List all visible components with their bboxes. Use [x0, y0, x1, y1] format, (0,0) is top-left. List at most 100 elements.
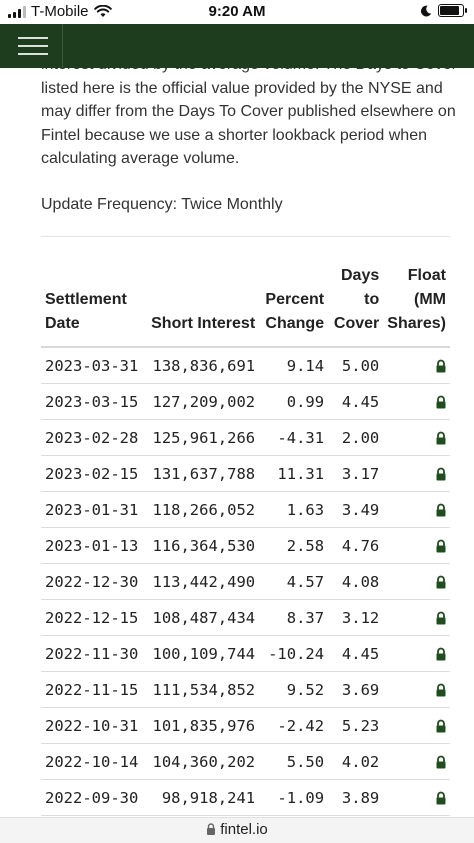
short-interest-cell: 98,918,241 [146, 779, 260, 816]
short-interest-cell: 104,360,202 [146, 743, 260, 780]
float-cell[interactable] [383, 779, 450, 816]
lock-icon[interactable] [434, 539, 448, 553]
table-header-row: Settlement Date Short Interest Percent C… [41, 264, 450, 348]
percent-change-cell: 0.99 [259, 383, 329, 420]
settlement-date-cell: 2022-11-15 [41, 671, 147, 708]
percent-change-cell: -2.42 [259, 707, 329, 744]
header-short-interest: Short Interest [146, 264, 260, 348]
moon-icon [420, 5, 432, 16]
settlement-date-cell: 2023-02-28 [41, 419, 147, 456]
settlement-date-cell: 2023-03-31 [41, 347, 147, 384]
table-row: 2022-12-15 108,487,434 8.37 3.12 [41, 599, 450, 636]
float-cell[interactable] [383, 347, 450, 384]
settlement-date-cell: 2022-10-14 [41, 743, 147, 780]
table-row: 2022-12-30 113,442,490 4.57 4.08 [41, 563, 450, 600]
days-to-cover-cell: 4.02 [328, 743, 384, 780]
days-to-cover-cell: 4.76 [328, 527, 384, 564]
short-interest-cell: 125,961,266 [146, 419, 260, 456]
float-cell[interactable] [383, 527, 450, 564]
lock-icon[interactable] [434, 359, 448, 373]
percent-change-cell: 9.52 [259, 671, 329, 708]
settlement-date-cell: 2022-09-30 [41, 779, 147, 816]
lock-icon[interactable] [434, 503, 448, 517]
float-cell[interactable] [383, 743, 450, 780]
lock-icon[interactable] [434, 647, 448, 661]
status-bar: T-Mobile 9:20 AM [0, 0, 474, 24]
lock-icon[interactable] [434, 395, 448, 409]
percent-change-cell: -1.09 [259, 779, 329, 816]
days-to-cover-cell: 4.45 [328, 635, 384, 672]
header-days-to-cover: Days to Cover [328, 264, 384, 348]
percent-change-cell: 4.57 [259, 563, 329, 600]
float-cell[interactable] [383, 563, 450, 600]
table-row: 2023-03-15 127,209,002 0.99 4.45 [41, 383, 450, 420]
app-bar [0, 24, 474, 68]
days-to-cover-cell: 2.00 [328, 419, 384, 456]
status-left: T-Mobile [8, 3, 112, 20]
settlement-date-cell: 2022-12-30 [41, 563, 147, 600]
lock-icon[interactable] [434, 791, 448, 805]
settlement-date-cell: 2023-02-15 [41, 455, 147, 492]
table-row: 2023-03-31 138,836,691 9.14 5.00 [41, 347, 450, 384]
short-interest-cell: 116,364,530 [146, 527, 260, 564]
days-to-cover-cell: 5.00 [328, 347, 384, 384]
float-cell[interactable] [383, 419, 450, 456]
percent-change-cell: 5.50 [259, 743, 329, 780]
table-row: 2023-02-28 125,961,266 -4.31 2.00 [41, 419, 450, 456]
percent-change-cell: 11.31 [259, 455, 329, 492]
update-frequency: Update Frequency: Twice Monthly [41, 196, 283, 213]
table-row: 2022-10-31 101,835,976 -2.42 5.23 [41, 707, 450, 744]
float-cell[interactable] [383, 599, 450, 636]
percent-change-cell: 1.63 [259, 491, 329, 528]
percent-change-cell: 8.37 [259, 599, 329, 636]
days-to-cover-cell: 3.12 [328, 599, 384, 636]
table-row: 2022-11-15 111,534,852 9.52 3.69 [41, 671, 450, 708]
percent-change-cell: 2.58 [259, 527, 329, 564]
short-interest-cell: 111,534,852 [146, 671, 260, 708]
days-to-cover-description: interest divided by the average volume. … [41, 68, 457, 167]
status-right [420, 4, 467, 17]
lock-icon[interactable] [434, 755, 448, 769]
table-row: 2023-01-31 118,266,052 1.63 3.49 [41, 491, 450, 528]
header-percent-change: Percent Change [259, 264, 329, 348]
short-interest-cell: 138,836,691 [146, 347, 260, 384]
battery-icon [438, 4, 467, 17]
short-interest-cell: 101,835,976 [146, 707, 260, 744]
hamburger-menu-icon[interactable] [4, 24, 63, 68]
short-interest-cell: 127,209,002 [146, 383, 260, 420]
days-to-cover-cell: 5.23 [328, 707, 384, 744]
page-content[interactable]: interest divided by the average volume. … [0, 68, 474, 817]
float-cell[interactable] [383, 455, 450, 492]
table-row: 2023-02-15 131,637,788 11.31 3.17 [41, 455, 450, 492]
float-cell[interactable] [383, 635, 450, 672]
float-cell[interactable] [383, 491, 450, 528]
percent-change-cell: -4.31 [259, 419, 329, 456]
days-to-cover-cell: 3.69 [328, 671, 384, 708]
lock-icon[interactable] [434, 467, 448, 481]
carrier-name: T-Mobile [31, 3, 89, 20]
padlock-icon [207, 823, 216, 835]
url-text: fintel.io [220, 821, 268, 838]
settlement-date-cell: 2023-01-13 [41, 527, 147, 564]
short-interest-cell: 131,637,788 [146, 455, 260, 492]
table-row: 2022-10-14 104,360,202 5.50 4.02 [41, 743, 450, 780]
settlement-date-cell: 2022-10-31 [41, 707, 147, 744]
settlement-date-cell: 2023-01-31 [41, 491, 147, 528]
wifi-icon [93, 5, 112, 17]
float-cell[interactable] [383, 383, 450, 420]
lock-icon[interactable] [434, 683, 448, 697]
lock-icon[interactable] [434, 575, 448, 589]
days-to-cover-cell: 3.17 [328, 455, 384, 492]
table-row: 2022-09-30 98,918,241 -1.09 3.89 [41, 779, 450, 816]
percent-change-cell: 9.14 [259, 347, 329, 384]
float-cell[interactable] [383, 707, 450, 744]
lock-icon[interactable] [434, 719, 448, 733]
float-cell[interactable] [383, 671, 450, 708]
table-row: 2022-11-30 100,109,744 -10.24 4.45 [41, 635, 450, 672]
lock-icon[interactable] [434, 431, 448, 445]
browser-url-bar[interactable]: fintel.io [0, 817, 474, 843]
settlement-date-cell: 2022-12-15 [41, 599, 147, 636]
signal-strength-icon [8, 5, 26, 18]
lock-icon[interactable] [434, 611, 448, 625]
short-interest-cell: 113,442,490 [146, 563, 260, 600]
